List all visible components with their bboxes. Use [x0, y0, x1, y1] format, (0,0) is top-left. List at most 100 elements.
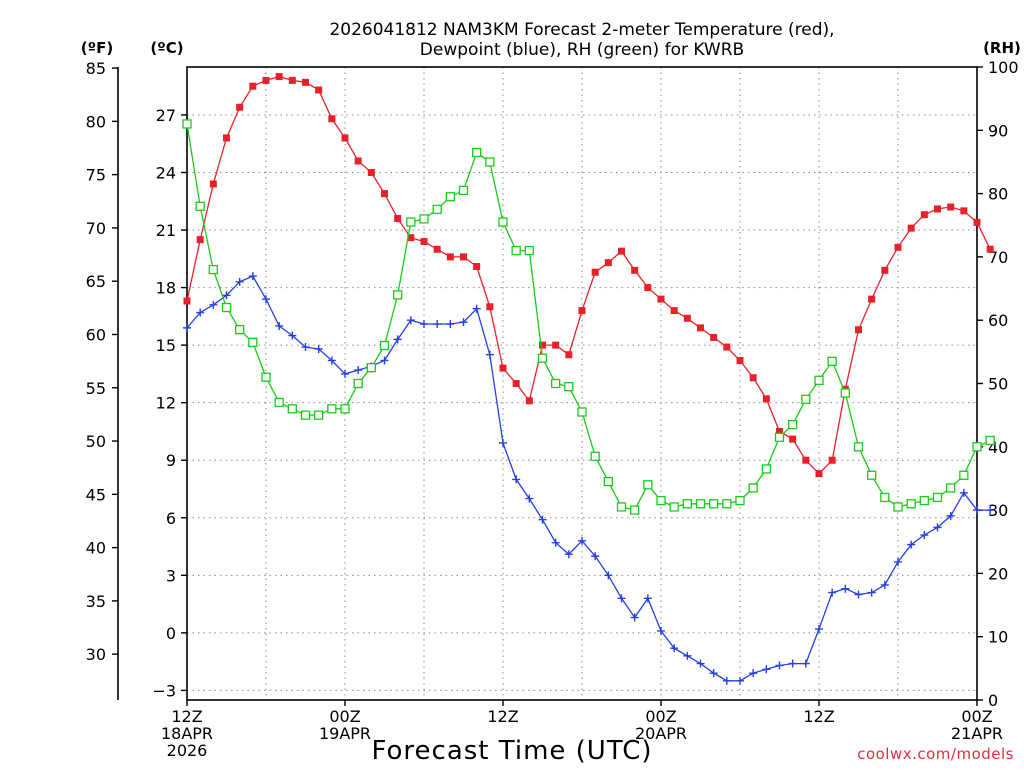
dewpoint-point [235, 277, 244, 286]
temperature-point [354, 157, 362, 165]
dewpoint-point [854, 590, 863, 599]
dewpoint-point [341, 369, 349, 378]
dewpoint-point [406, 316, 415, 325]
dewpoint-point [722, 676, 731, 685]
temperature-point [604, 259, 612, 267]
temperature-series [183, 73, 994, 478]
temperature-point [249, 82, 257, 90]
x-tick-label: 00Z [961, 707, 992, 726]
fahrenheit-tick-label: 50 [86, 432, 106, 451]
temperature-line [186, 75, 991, 475]
dewpoint-point [946, 511, 955, 520]
rh-point [722, 499, 732, 509]
rh-point [472, 147, 482, 158]
temperature-point [565, 351, 573, 359]
chart-title-line1: 2026041812 NAM3KM Forecast 2-meter Tempe… [329, 20, 834, 40]
rh-point [827, 356, 837, 366]
dewpoint-point [788, 659, 797, 668]
rh-point [524, 245, 534, 256]
dewpoint-point [564, 550, 573, 559]
temperature-point [525, 397, 533, 405]
rh-point [630, 505, 640, 515]
rh-point [656, 495, 666, 506]
rh-point [774, 432, 785, 442]
rh-point [300, 410, 311, 420]
dewpoint-point [314, 344, 323, 353]
fahrenheit-tick-label: 55 [86, 379, 106, 398]
dewpoint-point [894, 557, 902, 566]
rh-tick-label: 50 [988, 375, 1008, 394]
dewpoint-point [209, 300, 218, 309]
temperature-point [920, 211, 928, 219]
temperature-point [815, 470, 823, 478]
dewpoint-point [262, 295, 270, 304]
chart-title-line2: Dewpoint (blue), RH (green) for KWRB [420, 40, 744, 60]
temperature-point [499, 364, 507, 372]
grid-lines [187, 67, 977, 700]
rh-point [972, 442, 982, 452]
rh-point [801, 394, 811, 404]
rh-point [406, 217, 416, 227]
x-tick-label: 19APR [319, 724, 371, 743]
dewpoint-point [617, 594, 626, 603]
rh-point [353, 378, 363, 389]
dewpoint-point [196, 308, 205, 317]
x-tick-label: 12Z [803, 707, 834, 726]
dewpoint-point [907, 540, 916, 549]
temperature-point [907, 224, 915, 232]
temperature-point [657, 295, 665, 303]
dewpoint-point [459, 318, 468, 327]
temperature-point [934, 205, 941, 213]
temperature-point [512, 380, 520, 387]
temperature-point [631, 266, 639, 274]
rh-point [432, 204, 442, 215]
dewpoint-point [841, 584, 850, 593]
temperature-point [341, 134, 349, 142]
rh-point [919, 495, 929, 506]
dewpoint-point [986, 506, 995, 515]
dewpoint-point [301, 343, 310, 352]
rh-point [537, 353, 548, 363]
temperature-point [288, 76, 296, 84]
x-tick-label: 18APR [161, 724, 213, 743]
rh-point [327, 404, 337, 414]
rh-point [564, 382, 574, 392]
dewpoint-point [696, 659, 705, 668]
credit-link[interactable]: coolwx.com/models [857, 745, 1014, 763]
rh-point [551, 378, 561, 389]
dewpoint-point [933, 523, 942, 532]
dewpoint-point [630, 613, 639, 622]
rh-point [748, 483, 758, 493]
celsius-tick-label: −3 [152, 681, 176, 700]
celsius-tick-label: 0 [166, 624, 176, 643]
rh-point [669, 502, 679, 512]
dewpoint-point [880, 580, 889, 589]
axes [117, 66, 978, 701]
temperature-point [420, 238, 428, 246]
celsius-tick-label: 3 [166, 566, 176, 585]
temperature-point [407, 234, 415, 242]
temperature-point [381, 190, 388, 198]
temperature-point [433, 245, 441, 253]
dewpoint-point [775, 661, 784, 670]
rh-point [682, 499, 692, 509]
rh-point [261, 372, 271, 382]
x-tick-label: 00Z [645, 707, 676, 726]
temperature-point [618, 247, 625, 255]
dewpoint-point [683, 651, 692, 660]
dewpoint-series [183, 272, 995, 685]
x-tick-label: 12Z [487, 707, 518, 726]
rh-tick-label: 60 [988, 311, 1008, 330]
temperature-point [196, 236, 204, 244]
temperature-point [947, 203, 955, 211]
dewpoint-point [275, 321, 284, 330]
dewpoint-point [446, 320, 455, 329]
dewpoint-point [643, 594, 652, 603]
dewpoint-point [973, 506, 981, 515]
celsius-tick-label: 21 [156, 221, 176, 240]
temperature-point [367, 169, 375, 176]
rh-point [379, 340, 390, 351]
dewpoint-point [380, 356, 389, 365]
temperature-point [473, 262, 481, 270]
x-tick-label: 2026 [167, 741, 208, 760]
